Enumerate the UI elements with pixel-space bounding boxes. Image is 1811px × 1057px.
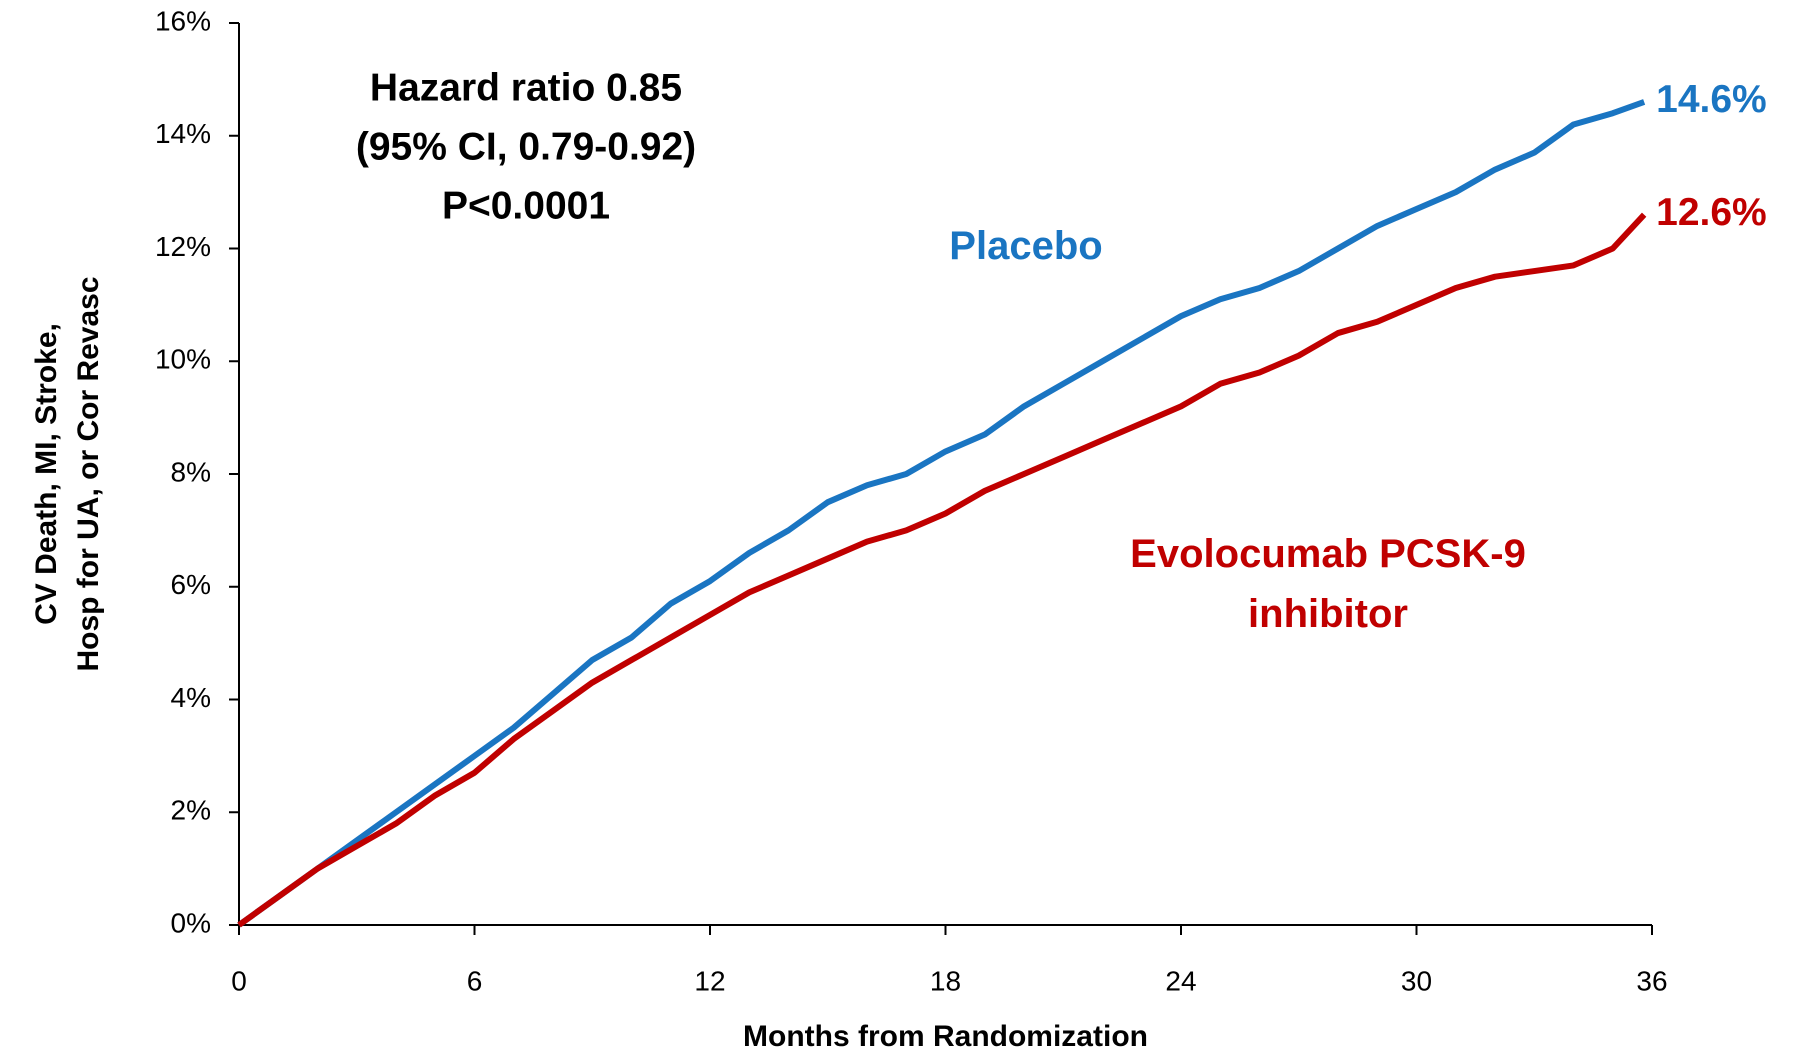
line: [237, 99, 1646, 928]
y-tick-label: 2%: [171, 795, 211, 826]
y-tick-label: 12%: [155, 231, 211, 262]
y-tick-label: 8%: [171, 456, 211, 487]
x-tick-label: 0: [231, 965, 247, 996]
x-axis-title: Months from Randomization: [743, 1020, 1148, 1053]
x-tick-label: 24: [1165, 965, 1196, 996]
y-axis-title: CV Death, MI, Stroke, Hosp for UA, or Cor…: [30, 276, 105, 671]
y-tick-label: 16%: [155, 5, 211, 36]
x-tick-label: 12: [694, 965, 725, 996]
y-tick-label: 10%: [155, 344, 211, 375]
end-label: 14.6%: [1656, 78, 1767, 121]
y-axis-title-line: CV Death, MI, Stroke,: [30, 323, 63, 625]
series-label: Placebo: [949, 224, 1103, 268]
y-tick-label: 6%: [171, 569, 211, 600]
x-tick-label: 6: [467, 965, 483, 996]
y-tick-label: 4%: [171, 682, 211, 713]
y-axis-title-line: Hosp for UA, or Cor Revasc: [72, 276, 105, 671]
annotation: (95% CI, 0.79-0.92): [356, 125, 696, 168]
x-tick-label: 36: [1636, 965, 1667, 996]
series-label: Evolocumab PCSK-9 inhibitor: [1130, 532, 1526, 636]
x-tick-label: 18: [930, 965, 961, 996]
annotation: Hazard ratio 0.85: [370, 66, 682, 109]
end-label: 12.6%: [1656, 191, 1767, 234]
line: [237, 212, 1647, 928]
annotation: P<0.0001: [442, 184, 610, 227]
y-tick-label: 0%: [171, 907, 211, 938]
y-tick-label: 14%: [155, 118, 211, 149]
x-tick-label: 30: [1401, 965, 1432, 996]
